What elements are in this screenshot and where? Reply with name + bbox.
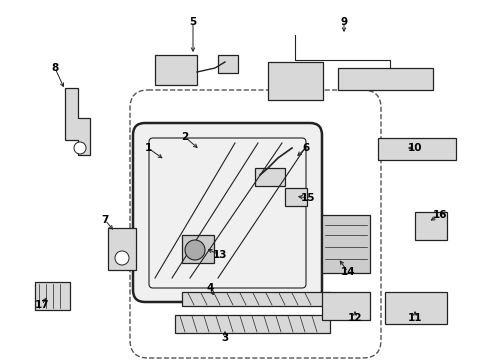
Polygon shape: [182, 292, 330, 306]
Text: 10: 10: [408, 143, 422, 153]
Ellipse shape: [115, 251, 129, 265]
Ellipse shape: [74, 142, 86, 154]
Polygon shape: [155, 55, 197, 85]
Polygon shape: [378, 138, 456, 160]
Text: 5: 5: [189, 17, 196, 27]
FancyBboxPatch shape: [133, 123, 322, 302]
Text: 1: 1: [145, 143, 151, 153]
Text: 7: 7: [101, 215, 109, 225]
Text: 12: 12: [348, 313, 362, 323]
Text: 6: 6: [302, 143, 310, 153]
Polygon shape: [322, 215, 370, 273]
Text: 3: 3: [221, 333, 229, 343]
Polygon shape: [65, 88, 90, 155]
Text: 4: 4: [206, 283, 214, 293]
Text: 8: 8: [51, 63, 59, 73]
Text: 16: 16: [433, 210, 447, 220]
Text: 9: 9: [341, 17, 347, 27]
Text: 2: 2: [181, 132, 189, 142]
Polygon shape: [108, 228, 136, 270]
Polygon shape: [415, 212, 447, 240]
Text: 13: 13: [213, 250, 227, 260]
Polygon shape: [385, 292, 447, 324]
Polygon shape: [268, 62, 323, 100]
Polygon shape: [285, 188, 307, 206]
Polygon shape: [35, 282, 70, 310]
Text: 14: 14: [341, 267, 355, 277]
Polygon shape: [182, 235, 214, 263]
Polygon shape: [218, 55, 238, 73]
Text: 17: 17: [35, 300, 49, 310]
Ellipse shape: [185, 240, 205, 260]
Polygon shape: [255, 168, 285, 186]
Text: 15: 15: [301, 193, 315, 203]
Polygon shape: [338, 68, 433, 90]
Polygon shape: [175, 315, 330, 333]
Polygon shape: [322, 292, 370, 320]
Text: 11: 11: [408, 313, 422, 323]
